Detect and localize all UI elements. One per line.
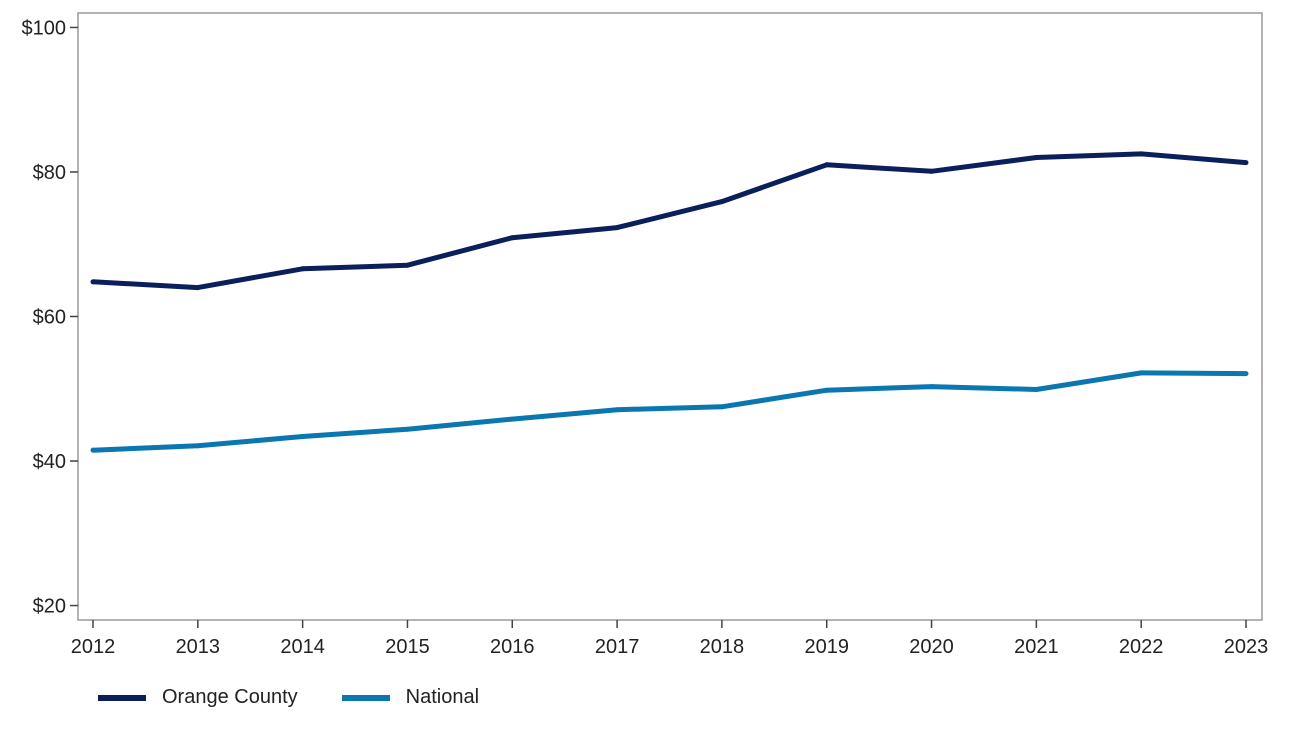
x-tick-label: 2023 bbox=[1224, 636, 1269, 658]
x-axis: 2012 2013 2014 2015 2016 2017 2018 2019 2020 2021… bbox=[71, 620, 1269, 658]
data-point-national bbox=[90, 447, 96, 453]
x-tick-label: 2022 bbox=[1119, 636, 1164, 658]
x-tick-label: 2018 bbox=[700, 636, 745, 658]
legend-item-orange-county: Orange County bbox=[98, 686, 298, 709]
plot-area-frame bbox=[77, 12, 1263, 621]
data-point-orange-county bbox=[1033, 155, 1039, 161]
legend-label-orange-county: Orange County bbox=[162, 686, 298, 708]
legend: Orange County National bbox=[98, 686, 523, 709]
data-point-national bbox=[929, 384, 935, 390]
x-tick-label: 2016 bbox=[490, 636, 535, 658]
data-point-national bbox=[614, 407, 620, 413]
y-tick-label: $40 bbox=[33, 451, 66, 473]
legend-swatch-orange-county bbox=[98, 694, 146, 701]
x-tick-label: 2021 bbox=[1014, 636, 1059, 658]
data-point-orange-county bbox=[1243, 160, 1249, 166]
data-point-national bbox=[195, 443, 201, 449]
legend-label-national: National bbox=[405, 686, 480, 708]
data-point-orange-county bbox=[90, 279, 96, 285]
series-line-national bbox=[92, 370, 1247, 453]
data-point-orange-county bbox=[195, 285, 201, 291]
data-point-national bbox=[1138, 370, 1144, 376]
data-point-national bbox=[300, 433, 306, 439]
x-tick-label: 2014 bbox=[280, 636, 325, 658]
x-tick-label: 2013 bbox=[176, 636, 221, 658]
legend-item-national: National bbox=[341, 686, 480, 709]
data-point-orange-county bbox=[509, 235, 515, 241]
series-line-orange-county bbox=[92, 151, 1247, 291]
data-point-national bbox=[1243, 371, 1249, 377]
y-axis: $20 $40 $60 $80 $100 bbox=[22, 17, 78, 618]
legend-swatch-national bbox=[341, 694, 390, 701]
data-point-orange-county bbox=[824, 162, 830, 168]
data-point-national bbox=[1033, 386, 1039, 392]
x-tick-label: 2020 bbox=[909, 636, 954, 658]
y-tick-label: $80 bbox=[33, 162, 66, 184]
x-tick-label: 2017 bbox=[595, 636, 640, 658]
x-tick-label: 2015 bbox=[385, 636, 430, 658]
data-point-orange-county bbox=[614, 225, 620, 231]
series-layer bbox=[90, 151, 1249, 453]
x-tick-label: 2012 bbox=[71, 636, 116, 658]
y-tick-label: $100 bbox=[22, 17, 67, 39]
data-point-orange-county bbox=[719, 199, 725, 205]
data-point-orange-county bbox=[929, 168, 935, 174]
y-tick-label: $60 bbox=[33, 307, 66, 329]
data-point-orange-county bbox=[300, 266, 306, 272]
data-point-orange-county bbox=[404, 262, 410, 268]
data-point-national bbox=[509, 416, 515, 422]
y-tick-label: $20 bbox=[33, 596, 66, 618]
data-point-orange-county bbox=[1138, 151, 1144, 157]
data-point-national bbox=[719, 404, 725, 410]
data-point-national bbox=[404, 426, 410, 432]
x-tick-label: 2019 bbox=[804, 636, 849, 658]
data-point-national bbox=[824, 387, 830, 393]
